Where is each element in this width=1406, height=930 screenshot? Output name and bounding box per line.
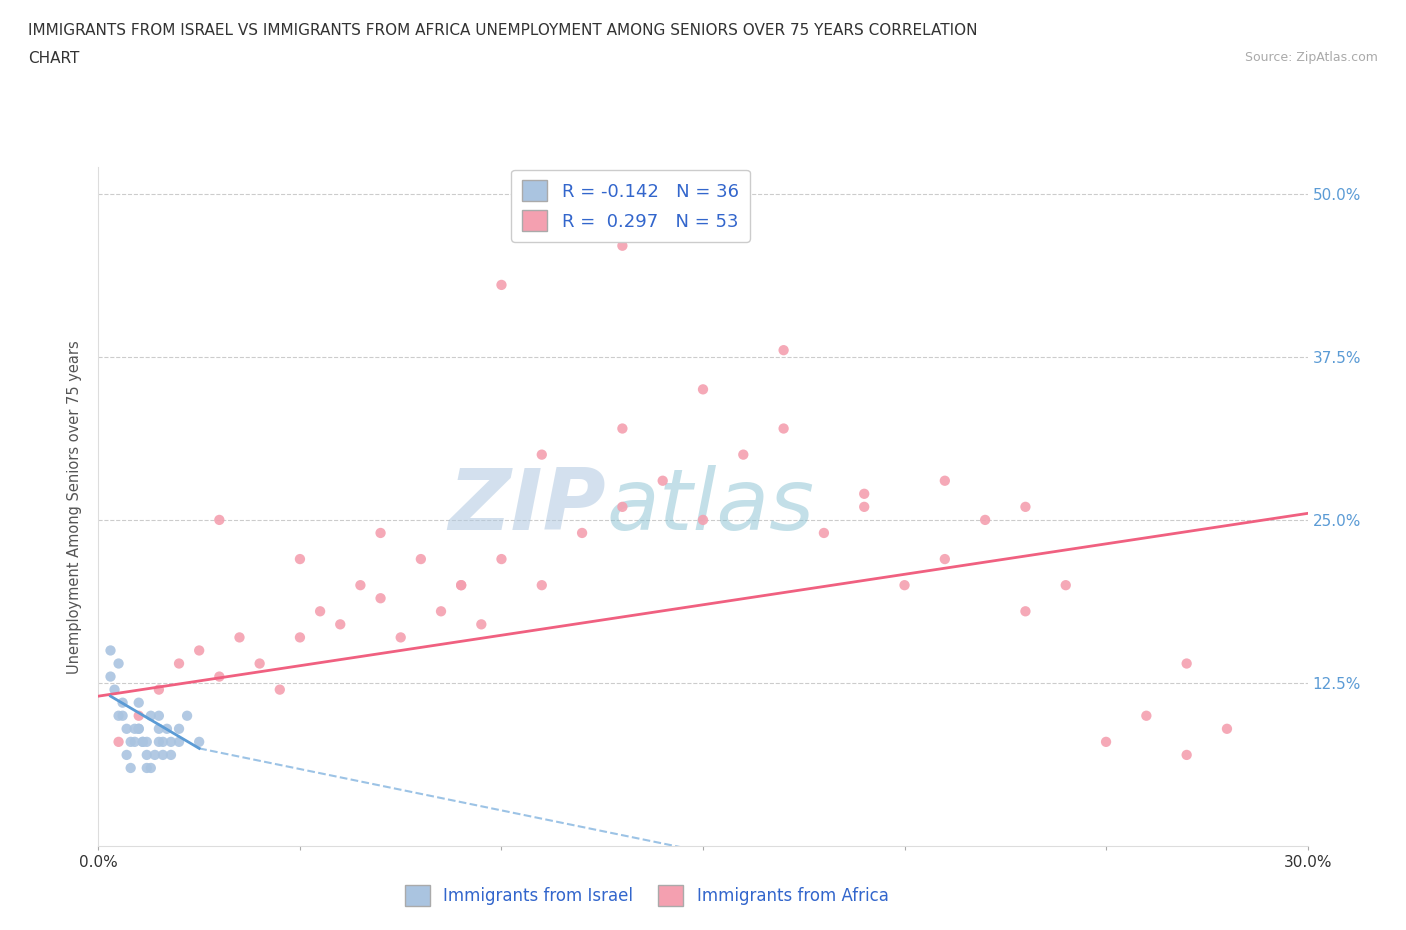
Text: Source: ZipAtlas.com: Source: ZipAtlas.com: [1244, 51, 1378, 64]
Point: [370, 591, 392, 605]
Point: [692, 512, 714, 527]
Point: [288, 630, 311, 644]
Point: [128, 696, 150, 711]
Point: [124, 722, 146, 737]
Point: [152, 748, 174, 763]
Point: [269, 683, 291, 698]
Point: [692, 382, 714, 397]
Point: [733, 225, 755, 240]
Point: [612, 238, 634, 253]
Point: [288, 551, 311, 566]
Point: [772, 421, 794, 436]
Point: [148, 722, 170, 737]
Point: [115, 748, 138, 763]
Point: [148, 683, 170, 698]
Point: [612, 499, 634, 514]
Y-axis label: Unemployment Among Seniors over 75 years: Unemployment Among Seniors over 75 years: [67, 340, 83, 673]
Point: [148, 735, 170, 750]
Point: [135, 748, 157, 763]
Point: [160, 735, 183, 750]
Point: [1054, 578, 1077, 592]
Point: [733, 447, 755, 462]
Point: [107, 709, 129, 724]
Point: [1095, 735, 1118, 750]
Point: [167, 735, 190, 750]
Point: [1014, 604, 1036, 618]
Point: [491, 551, 513, 566]
Point: [612, 421, 634, 436]
Point: [934, 551, 956, 566]
Point: [389, 630, 412, 644]
Point: [430, 604, 453, 618]
Point: [128, 722, 150, 737]
Point: [124, 735, 146, 750]
Point: [100, 643, 122, 658]
Point: [309, 604, 332, 618]
Point: [103, 683, 125, 698]
Point: [167, 722, 190, 737]
Point: [152, 735, 174, 750]
Point: [107, 735, 129, 750]
Point: [934, 473, 956, 488]
Point: [188, 643, 211, 658]
Point: [530, 447, 553, 462]
Point: [813, 525, 835, 540]
Text: ZIP: ZIP: [449, 465, 606, 549]
Point: [1216, 722, 1239, 737]
Point: [1175, 656, 1198, 671]
Point: [111, 696, 134, 711]
Point: [450, 578, 472, 592]
Point: [100, 670, 122, 684]
Point: [853, 499, 876, 514]
Point: [107, 656, 129, 671]
Point: [530, 578, 553, 592]
Point: [228, 630, 250, 644]
Point: [974, 512, 997, 527]
Point: [651, 473, 673, 488]
Point: [148, 709, 170, 724]
Point: [139, 709, 162, 724]
Point: [208, 670, 231, 684]
Point: [139, 761, 162, 776]
Point: [571, 525, 593, 540]
Legend: R = -0.142   N = 36, R =  0.297   N = 53: R = -0.142 N = 36, R = 0.297 N = 53: [512, 169, 749, 242]
Point: [208, 512, 231, 527]
Point: [853, 486, 876, 501]
Point: [772, 343, 794, 358]
Point: [249, 656, 271, 671]
Text: IMMIGRANTS FROM ISRAEL VS IMMIGRANTS FROM AFRICA UNEMPLOYMENT AMONG SENIORS OVER: IMMIGRANTS FROM ISRAEL VS IMMIGRANTS FRO…: [28, 23, 977, 38]
Text: CHART: CHART: [28, 51, 80, 66]
Point: [1014, 499, 1036, 514]
Point: [156, 722, 179, 737]
Point: [349, 578, 371, 592]
Point: [176, 709, 198, 724]
Legend: Immigrants from Israel, Immigrants from Africa: Immigrants from Israel, Immigrants from …: [398, 879, 896, 912]
Point: [167, 656, 190, 671]
Point: [135, 761, 157, 776]
Text: atlas: atlas: [606, 465, 814, 549]
Point: [128, 709, 150, 724]
Point: [188, 735, 211, 750]
Point: [1175, 748, 1198, 763]
Point: [135, 735, 157, 750]
Point: [120, 735, 142, 750]
Point: [470, 617, 492, 631]
Point: [370, 525, 392, 540]
Point: [450, 578, 472, 592]
Point: [132, 735, 155, 750]
Point: [128, 722, 150, 737]
Point: [132, 735, 155, 750]
Point: [1135, 709, 1157, 724]
Point: [111, 709, 134, 724]
Point: [491, 277, 513, 292]
Point: [120, 761, 142, 776]
Point: [115, 722, 138, 737]
Point: [143, 748, 166, 763]
Point: [329, 617, 352, 631]
Point: [893, 578, 915, 592]
Point: [160, 748, 183, 763]
Point: [409, 551, 432, 566]
